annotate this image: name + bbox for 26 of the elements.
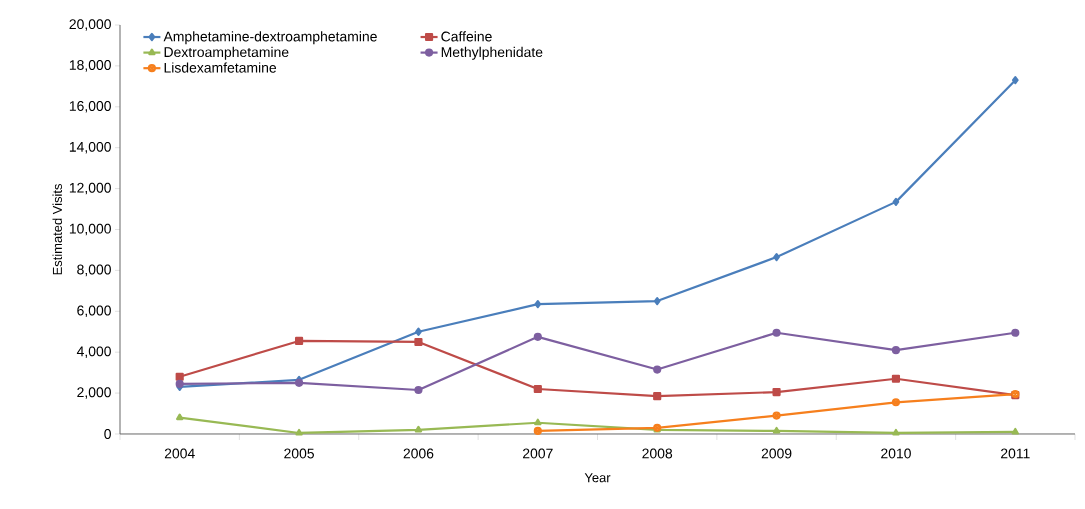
y-tick-label: 12,000 [69, 182, 111, 195]
y-tick-label: 6,000 [77, 305, 111, 318]
x-tick-label: 2011 [1001, 448, 1030, 459]
legend-label: Lisdexamfetamine [164, 62, 277, 73]
x-tick-label: 2004 [164, 448, 195, 459]
y-tick-label: 20,000 [69, 19, 111, 31]
legend-label: Dextroamphetamine [164, 46, 289, 60]
x-tick-label: 2006 [403, 448, 434, 459]
y-tick-label: 4,000 [76, 346, 111, 358]
y-tick-label: 14,000 [69, 141, 111, 154]
y-tick-label: 0 [104, 429, 111, 439]
legend-label: Amphetamine-dextroamphetamine [163, 31, 377, 45]
x-tick-label: 2010 [881, 448, 911, 459]
x-tick-label: 2005 [284, 448, 314, 459]
y-tick-label: 2,000 [77, 387, 111, 399]
y-tick-label: 18,000 [69, 60, 111, 72]
y-axis-title: Estimated Visits [52, 184, 62, 275]
y-tick-label: 8,000 [77, 264, 111, 277]
x-tick-label: 2009 [761, 448, 792, 459]
x-tick-label: 2008 [642, 448, 673, 459]
y-tick-label: 16,000 [69, 101, 111, 113]
y-tick-label: 10,000 [69, 223, 111, 236]
x-axis-title: Year [584, 473, 611, 483]
legend-label: Methylphenidate [441, 46, 543, 60]
x-tick-label: 2007 [523, 448, 553, 459]
legend-label: Caffeine [441, 31, 492, 42]
